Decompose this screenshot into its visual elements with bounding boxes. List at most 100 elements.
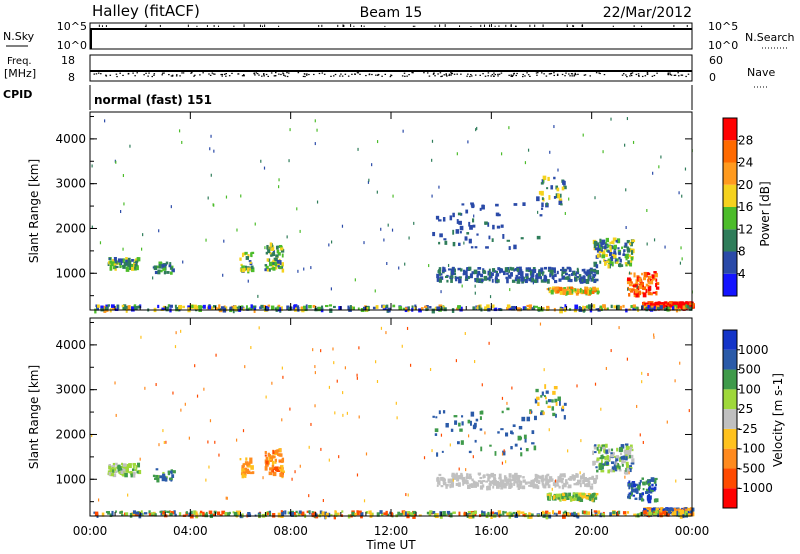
power-echo	[210, 173, 212, 177]
velocity-echo	[479, 485, 484, 490]
power-colorbar-swatch	[723, 140, 737, 163]
velocity-echo	[461, 476, 466, 481]
power-echo	[587, 276, 590, 280]
power-echo	[549, 269, 553, 273]
nave-dot	[305, 74, 308, 76]
power-echo	[96, 306, 100, 311]
nave-dot	[163, 72, 165, 74]
velocity-echo	[188, 436, 190, 440]
velocity-echo	[557, 497, 560, 500]
power-echo	[506, 278, 509, 284]
power-echo	[540, 182, 544, 185]
nsearch-tick-top: 10^5	[708, 20, 738, 33]
velocity-echo	[561, 494, 564, 500]
velocity-echo	[479, 416, 482, 420]
velocity-echo	[151, 512, 155, 515]
nave-dot	[357, 72, 360, 74]
power-echo	[527, 148, 530, 152]
power-echo	[561, 275, 566, 280]
nave-dot	[515, 74, 517, 77]
power-echo	[153, 265, 158, 271]
velocity-echo	[565, 479, 568, 484]
velocity-echo	[351, 511, 355, 517]
nave-dot	[242, 74, 245, 77]
velocity-echo	[472, 480, 476, 483]
velocity-echo	[215, 353, 217, 357]
velocity-echo	[687, 508, 690, 511]
power-echo	[671, 306, 675, 310]
power-echo	[653, 238, 656, 242]
nave-dot	[680, 74, 683, 76]
velocity-echo	[170, 511, 175, 514]
power-echo	[524, 161, 527, 165]
velocity-echo	[600, 470, 605, 473]
velocity-echo	[461, 479, 466, 482]
velocity-echo	[194, 364, 196, 368]
y-tick-label: 2000	[55, 221, 86, 235]
velocity-echo	[596, 457, 600, 461]
velocity-echo	[144, 386, 146, 390]
power-echo	[352, 306, 355, 311]
velocity-echo	[561, 407, 565, 412]
power-echo	[556, 286, 560, 290]
power-echo	[123, 261, 127, 267]
power-echo	[600, 247, 602, 251]
power-echo	[488, 235, 491, 240]
nave-dot	[261, 75, 263, 77]
velocity-echo	[543, 395, 546, 398]
power-echo	[525, 276, 529, 280]
nave-dot	[584, 74, 587, 76]
power-echo	[483, 275, 488, 281]
power-echo	[534, 305, 538, 308]
velocity-echo	[633, 513, 637, 517]
power-echo	[475, 128, 477, 132]
power-echo	[506, 239, 511, 242]
nave-dot	[274, 72, 277, 74]
power-echo	[623, 249, 626, 253]
velocity-echo	[647, 480, 650, 484]
velocity-echo	[196, 394, 199, 398]
power-echo	[513, 268, 516, 272]
velocity-echo	[214, 440, 216, 444]
nave-dot	[243, 75, 245, 77]
velocity-echo	[648, 485, 651, 489]
velocity-echo	[519, 483, 522, 489]
power-echo	[548, 289, 551, 294]
power-echo	[509, 266, 512, 270]
velocity-echo	[581, 473, 585, 477]
velocity-echo	[595, 514, 599, 517]
velocity-echo	[536, 485, 540, 490]
nave-dot	[540, 72, 543, 74]
velocity-echo	[535, 474, 540, 479]
velocity-echo	[599, 462, 603, 468]
power-echo	[431, 139, 434, 143]
power-echo	[200, 305, 205, 309]
power-echo	[628, 254, 631, 258]
nave-dot	[330, 75, 332, 77]
power-echo	[572, 271, 576, 276]
nave-dot	[209, 74, 212, 76]
nave-dot	[510, 74, 512, 76]
velocity-colorbar-tick-label: 100	[738, 382, 761, 396]
velocity-echo	[449, 478, 454, 484]
velocity-echo	[553, 385, 558, 390]
velocity-echo	[325, 512, 329, 516]
velocity-echo	[216, 511, 221, 516]
power-echo	[594, 289, 598, 293]
velocity-echo	[442, 478, 446, 482]
velocity-echo	[591, 483, 594, 486]
power-echo	[277, 265, 282, 269]
power-echo	[589, 269, 594, 272]
power-echo	[576, 288, 579, 294]
power-echo	[467, 140, 469, 144]
velocity-echo	[423, 456, 426, 460]
nave-dot	[344, 73, 347, 75]
velocity-echo	[409, 363, 412, 367]
velocity-echo	[162, 471, 165, 476]
velocity-echo	[555, 413, 557, 418]
power-echo	[461, 203, 465, 206]
velocity-echo	[629, 455, 631, 459]
velocity-echo	[160, 510, 164, 516]
velocity-echo	[500, 485, 504, 490]
power-echo	[276, 249, 280, 254]
